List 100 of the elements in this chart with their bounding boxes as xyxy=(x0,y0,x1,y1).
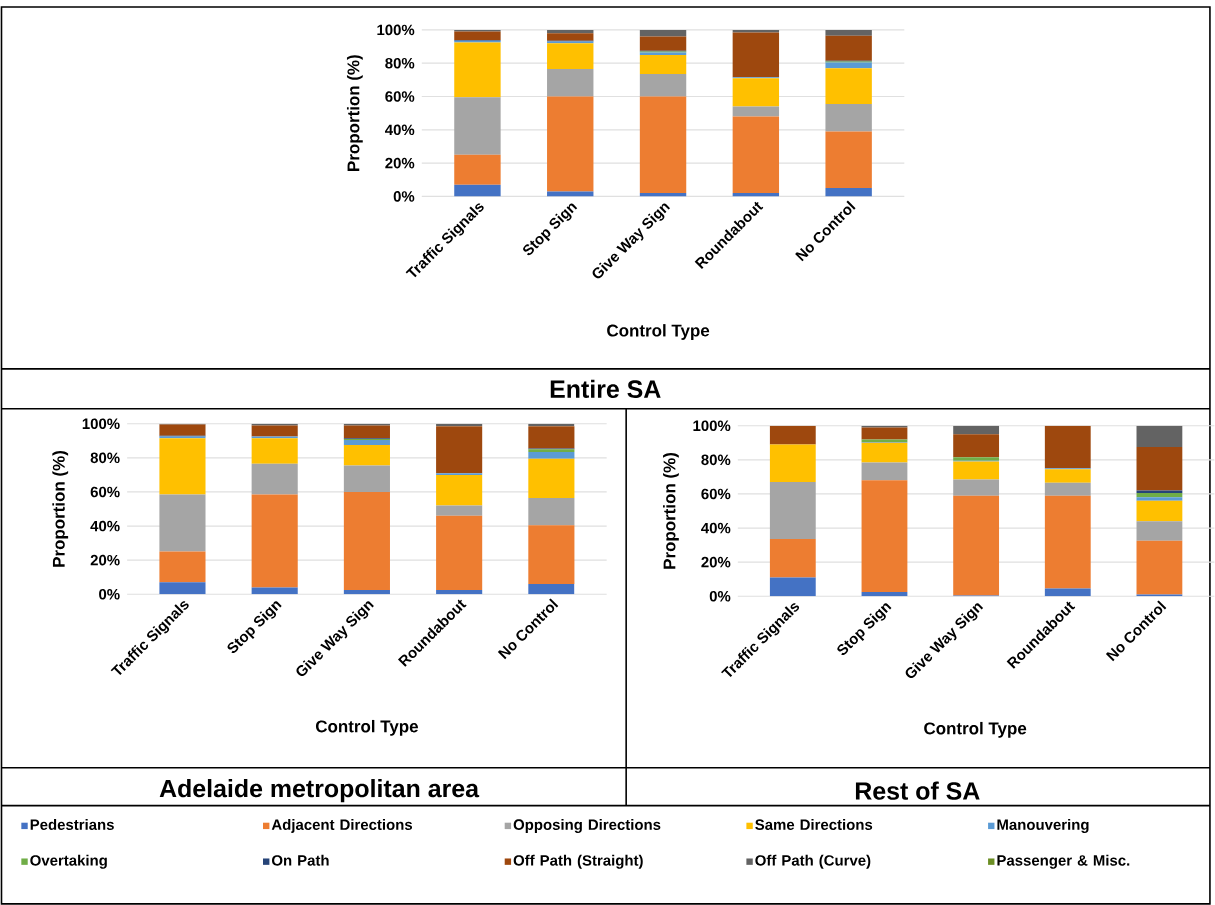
y-tick-label: 100% xyxy=(693,420,731,431)
bar xyxy=(825,103,872,132)
bar xyxy=(528,525,575,584)
y-axis-title: Proportion (%) xyxy=(346,55,363,171)
legend-label: Off Path (Straight) xyxy=(513,854,643,869)
text: Rest of SA xyxy=(855,781,980,800)
y-tick-label: 0% xyxy=(709,590,731,602)
bar xyxy=(1044,588,1091,597)
bar xyxy=(825,131,872,188)
bar xyxy=(528,426,575,449)
y-tick-label: 80% xyxy=(701,454,731,465)
bar xyxy=(251,425,298,437)
legend-label: Opposing Directions xyxy=(513,818,661,833)
bar xyxy=(528,451,575,459)
bar xyxy=(436,505,483,516)
bar xyxy=(769,481,816,539)
bar xyxy=(1136,497,1183,501)
bar xyxy=(769,425,816,445)
bar xyxy=(825,187,872,197)
bar xyxy=(343,465,390,492)
bar xyxy=(1136,446,1183,491)
y-tick-label: 60% xyxy=(701,488,731,500)
bar xyxy=(1044,482,1091,496)
bar xyxy=(861,427,908,440)
bar xyxy=(639,73,687,97)
bar xyxy=(454,184,501,197)
y-tick-label: 80% xyxy=(385,57,415,69)
bar xyxy=(454,31,501,40)
bar xyxy=(528,583,575,595)
x-axis-title: Control Type xyxy=(315,719,418,736)
bar xyxy=(436,474,483,506)
bar xyxy=(528,497,575,526)
bar xyxy=(639,29,687,37)
bar xyxy=(769,444,816,482)
y-tick-label: 100% xyxy=(82,418,120,429)
bar xyxy=(825,35,872,61)
bar xyxy=(953,425,1000,435)
y-axis-title: Proportion (%) xyxy=(663,452,679,569)
bar xyxy=(436,515,483,590)
bar xyxy=(251,463,298,495)
y-tick-label: 100% xyxy=(377,24,415,36)
bar xyxy=(343,444,390,466)
bar xyxy=(1044,495,1091,589)
x-axis-title: Control Type xyxy=(607,323,710,340)
bar xyxy=(547,43,594,69)
y-tick-label: 20% xyxy=(385,157,415,169)
bar xyxy=(159,494,206,552)
bar xyxy=(825,68,872,104)
bar xyxy=(1136,500,1183,522)
bar xyxy=(547,33,594,41)
bar xyxy=(343,589,390,595)
bar xyxy=(1136,540,1183,595)
bar xyxy=(436,589,483,595)
legend-label: Manouvering xyxy=(997,818,1089,833)
legend-label: Passenger & Misc. xyxy=(997,854,1130,869)
bar xyxy=(861,480,908,592)
bar xyxy=(861,462,908,481)
bar xyxy=(953,495,1000,596)
bar xyxy=(547,96,594,192)
y-tick-label: 0% xyxy=(393,190,415,202)
bar xyxy=(639,54,687,74)
legend-label: Pedestrians xyxy=(30,818,114,830)
bar xyxy=(343,425,390,439)
bar xyxy=(953,479,1000,496)
bar xyxy=(861,591,908,597)
bar xyxy=(769,538,816,578)
bar xyxy=(251,438,298,464)
bar xyxy=(159,424,206,436)
y-tick-label: 20% xyxy=(701,556,731,568)
y-tick-label: 40% xyxy=(385,124,415,135)
legend-label: On Path xyxy=(272,854,329,866)
bar xyxy=(159,438,206,495)
bar xyxy=(454,154,501,185)
bar xyxy=(953,434,1000,458)
bar xyxy=(1044,469,1091,483)
bar xyxy=(1136,425,1183,447)
bar xyxy=(953,461,1000,480)
legend-label: Same Directions xyxy=(755,818,873,830)
bar xyxy=(159,582,206,595)
bar xyxy=(639,36,687,51)
bar xyxy=(732,32,780,78)
bar xyxy=(251,587,298,595)
bar xyxy=(639,96,687,193)
legend-label: Off Path (Curve) xyxy=(755,854,871,869)
bar xyxy=(528,458,575,498)
bar xyxy=(825,62,872,69)
bar xyxy=(251,494,298,588)
bar xyxy=(547,68,594,97)
bar xyxy=(732,78,780,107)
bar xyxy=(769,577,816,597)
bar xyxy=(454,42,501,98)
y-tick-label: 20% xyxy=(90,554,120,566)
y-tick-label: 40% xyxy=(701,522,731,534)
text: Entire SA xyxy=(550,379,661,398)
bar xyxy=(454,97,501,155)
bar xyxy=(1136,492,1183,498)
y-tick-label: 80% xyxy=(90,452,120,463)
bar xyxy=(436,426,483,474)
y-tick-label: 60% xyxy=(90,486,120,498)
legend-label: Overtaking xyxy=(30,854,107,869)
